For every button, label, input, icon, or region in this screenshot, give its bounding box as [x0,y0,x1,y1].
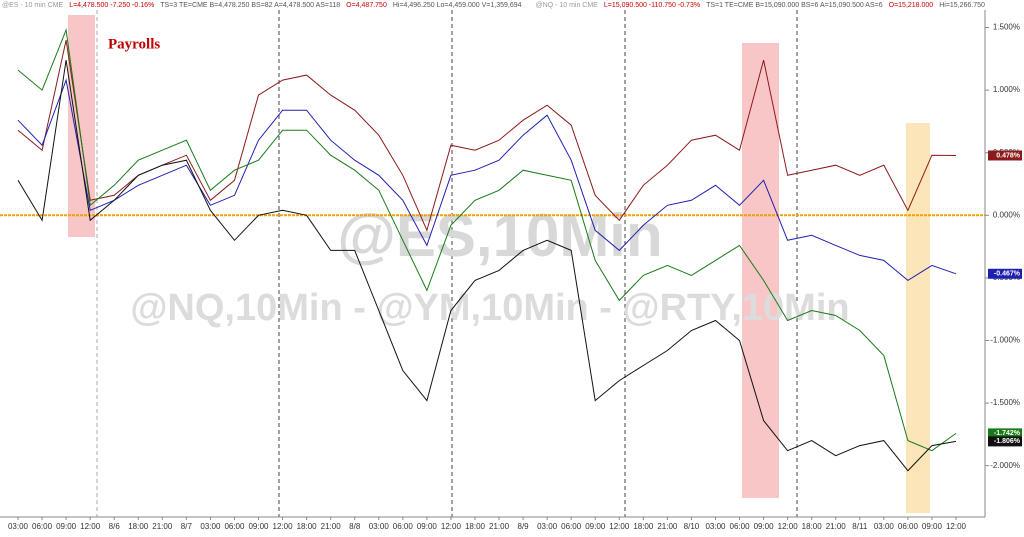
y-tick-label: -1.000% [990,336,1020,345]
header-field: TS=3 TE=CME B=4,478.250 BS=82 A=4,478.50… [160,2,340,9]
x-tick-label: 03:00 [8,522,29,531]
x-tick-label: 06:00 [561,522,582,531]
x-tick-label: 12:00 [778,522,799,531]
x-tick-label: 21:00 [321,522,342,531]
x-tick-label: 09:00 [417,522,438,531]
header-field: O=15,218.000 [889,2,934,9]
x-tick-label: 12:00 [609,522,630,531]
x-tick-label: 03:00 [369,522,390,531]
x-tick-label: 21:00 [657,522,678,531]
series-line [17,39,957,232]
x-tick-label: 03:00 [537,522,558,531]
header-field: O=4,487.750 [346,2,387,9]
x-tick-label: 06:00 [730,522,751,531]
x-tick-label: 12:00 [273,522,294,531]
end-label-box [988,150,1022,161]
x-tick-label: 09:00 [585,522,606,531]
end-label: -0.467% [994,271,1021,278]
x-tick-label: 8/11 [852,522,868,531]
x-tick-label: 06:00 [224,522,245,531]
end-label: 0.478% [996,152,1021,159]
x-tick-label: 06:00 [393,522,414,531]
x-tick-label: 8/10 [684,522,700,531]
x-tick-label: 8/9 [518,522,530,531]
y-tick-label: -2.000% [990,461,1020,470]
y-tick-label: 1.000% [993,85,1020,94]
highlight [742,43,779,498]
header-field: L=15,090.500 -110.750 -0.73% [604,2,700,9]
x-tick-label: 09:00 [754,522,775,531]
x-tick-label: 21:00 [489,522,510,531]
series-line [17,60,957,472]
x-tick-label: 06:00 [32,522,53,531]
header-field: @NQ - 10 min CME [536,2,599,9]
x-tick-label: 09:00 [56,522,77,531]
y-tick-label: -1.500% [990,398,1020,407]
header-field: L=4,478.500 -7.250 -0.16% [69,2,154,9]
x-tick-label: 03:00 [874,522,895,531]
x-tick-label: 18:00 [465,522,486,531]
x-tick-label: 8/6 [109,522,121,531]
x-tick-label: 03:00 [200,522,221,531]
x-tick-label: 12:00 [946,522,967,531]
x-tick-label: 8/7 [181,522,193,531]
x-tick-label: 09:00 [922,522,943,531]
watermark: @NQ,10Min - @YM,10Min - @RTY,10Min [130,287,849,329]
y-tick-label: 1.500% [993,23,1020,32]
header-field: Hi=4,496.250 Lo=4,459.000 V=1,359,694 [393,2,522,9]
session-breaks [96,10,798,517]
x-tick-label: 18:00 [802,522,823,531]
x-tick-label: 21:00 [826,522,847,531]
highlight [906,123,930,513]
x-tick-label: 21:00 [152,522,173,531]
x-tick-label: 03:00 [705,522,726,531]
series-line [17,28,957,452]
end-label-box [988,428,1022,439]
x-tick-label: 06:00 [898,522,919,531]
y-tick-label: 0.000% [993,210,1020,219]
header-field: Hi=15,266.750 [939,2,985,9]
watermark: @ES,10Min [337,202,662,269]
series-line [17,78,957,282]
x-tick-label: 12:00 [441,522,462,531]
end-label: -1.742% [994,430,1021,437]
annotation: Payrolls [108,36,160,52]
end-label-box [988,268,1022,279]
header-field: @ES - 10 min CME [2,2,64,9]
header-field: TS=1 TE=CME B=15,090.000 BS=6 A=15,090.5… [706,2,883,9]
x-tick-label: 09:00 [248,522,269,531]
end-label-box [988,436,1022,447]
x-tick-label: 18:00 [633,522,654,531]
x-tick-label: 12:00 [80,522,101,531]
x-tick-label: 18:00 [128,522,149,531]
x-tick-label: 18:00 [297,522,318,531]
x-tick-label: 8/8 [349,522,361,531]
highlight [68,15,95,237]
end-label: -1.806% [994,438,1021,445]
